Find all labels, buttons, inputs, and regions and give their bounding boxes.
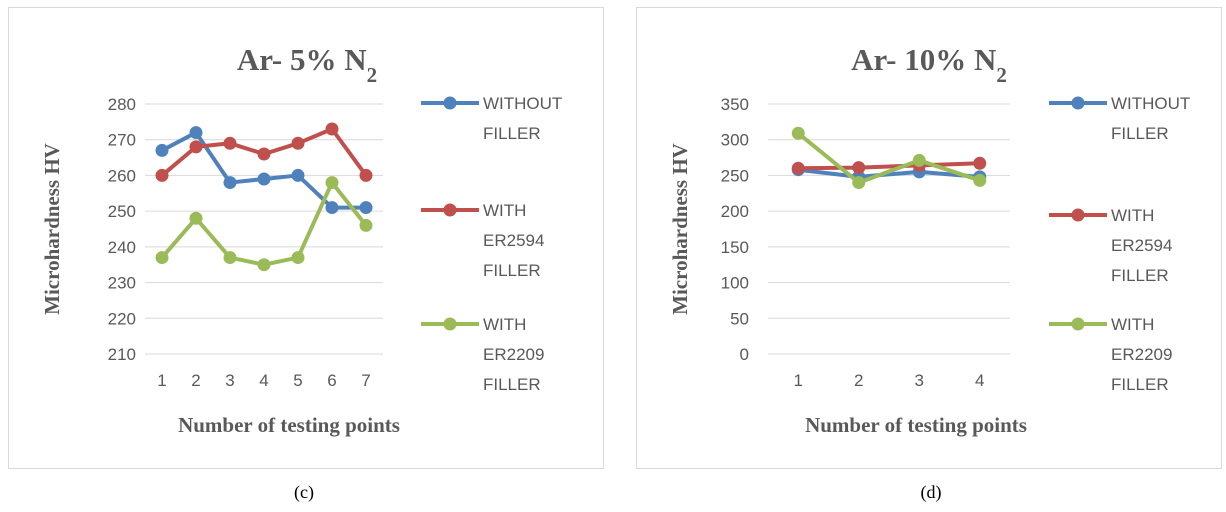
data-point: [973, 156, 987, 170]
y-tick-label: 150: [721, 238, 749, 257]
caption-c: (c): [294, 482, 314, 502]
legend-label: FILLER: [1111, 266, 1169, 285]
legend-label: FILLER: [483, 261, 541, 280]
data-point: [257, 172, 271, 186]
x-tick-label: 6: [327, 371, 336, 390]
legend-label: FILLER: [1111, 375, 1169, 394]
data-point: [359, 201, 373, 215]
x-axis-title: Number of testing points: [805, 413, 1027, 437]
legend-label: WITH: [483, 315, 526, 334]
chart-title: Ar- 10% N2: [851, 42, 1007, 87]
caption-d: (d): [920, 482, 942, 502]
data-point: [257, 258, 271, 272]
legend-marker: [1071, 208, 1085, 222]
data-point: [291, 136, 305, 150]
chart-title-main: Ar- 10% N: [851, 42, 996, 77]
data-point: [359, 168, 373, 182]
chart-panel-c: Ar- 5% N2 210 220 230 240 250 260 270 280 1 2 3 4 5 6 7…: [8, 7, 604, 469]
data-point: [852, 176, 866, 190]
x-tick-label: 2: [191, 371, 200, 390]
y-tick-label: 270: [108, 131, 136, 150]
legend-label: WITH: [1111, 315, 1154, 334]
data-point: [325, 176, 339, 190]
series-line-2: [796, 131, 982, 185]
y-tick-label: 230: [108, 274, 136, 293]
data-point: [223, 251, 237, 265]
legend-marker: [443, 96, 457, 110]
data-point: [791, 126, 805, 140]
x-tick-label: 3: [915, 371, 924, 390]
legend-label: ER2594: [1111, 236, 1172, 255]
legend-label: ER2209: [1111, 345, 1172, 364]
y-tick-label: 250: [721, 166, 749, 185]
legend-label: WITHOUT: [1111, 94, 1190, 113]
legend-marker: [443, 317, 457, 331]
data-point: [291, 168, 305, 182]
data-point: [155, 168, 169, 182]
data-point: [973, 173, 987, 187]
data-point: [325, 122, 339, 136]
y-tick-label: 280: [108, 95, 136, 114]
x-tick-label: 7: [361, 371, 370, 390]
y-tick-label: 200: [721, 202, 749, 221]
x-tick-label: 2: [854, 371, 863, 390]
x-tick-label: 4: [975, 371, 984, 390]
chart-title: Ar- 5% N2: [237, 42, 377, 87]
legend-label: WITH: [483, 201, 526, 220]
chart-title-subscript: 2: [996, 63, 1007, 87]
legend-marker: [443, 203, 457, 217]
y-tick-label: 210: [108, 345, 136, 364]
y-axis-title: Microhardness HV: [668, 143, 692, 315]
data-point: [912, 153, 926, 167]
y-tick-label: 260: [108, 166, 136, 185]
data-point: [791, 161, 805, 175]
data-point: [325, 201, 339, 215]
legend-label: ER2594: [483, 231, 544, 250]
y-tick-label: 0: [740, 345, 749, 364]
series-line-1: [796, 161, 982, 171]
data-point: [155, 143, 169, 157]
chart-title-subscript: 2: [367, 63, 378, 87]
legend-label: FILLER: [1111, 124, 1169, 143]
x-tick-label: 5: [293, 371, 302, 390]
x-axis-title: Number of testing points: [178, 413, 400, 437]
data-point: [189, 211, 203, 225]
data-point: [359, 218, 373, 232]
y-tick-label: 240: [108, 238, 136, 257]
data-point: [223, 136, 237, 150]
data-point: [852, 161, 866, 175]
legend-label: ER2209: [483, 345, 544, 364]
y-tick-label: 300: [721, 131, 749, 150]
legend-marker: [1071, 317, 1085, 331]
y-tick-label: 220: [108, 309, 136, 328]
data-point: [257, 147, 271, 161]
data-point: [189, 140, 203, 154]
legend-marker: [1071, 96, 1085, 110]
legend-label: FILLER: [483, 124, 541, 143]
data-point: [291, 251, 305, 265]
y-axis-title: Microhardness HV: [40, 143, 64, 315]
x-tick-label: 3: [225, 371, 234, 390]
x-tick-label: 4: [259, 371, 268, 390]
y-tick-label: 50: [730, 309, 749, 328]
data-point: [223, 176, 237, 190]
chart-panel-d: Ar- 10% N2 0 50 100 150 200 250 300 350 1 2 3 4 Numbe…: [636, 7, 1222, 469]
series-line-0: [796, 167, 982, 179]
legend-label: WITH: [1111, 206, 1154, 225]
legend-label: WITHOUT: [483, 94, 562, 113]
x-tick-label: 1: [794, 371, 803, 390]
data-point: [189, 126, 203, 140]
y-tick-label: 350: [721, 95, 749, 114]
legend-label: FILLER: [483, 375, 541, 394]
data-point: [155, 251, 169, 265]
chart-title-main: Ar- 5% N: [237, 42, 367, 77]
y-tick-label: 100: [721, 274, 749, 293]
y-tick-label: 250: [108, 202, 136, 221]
x-tick-label: 1: [157, 371, 166, 390]
